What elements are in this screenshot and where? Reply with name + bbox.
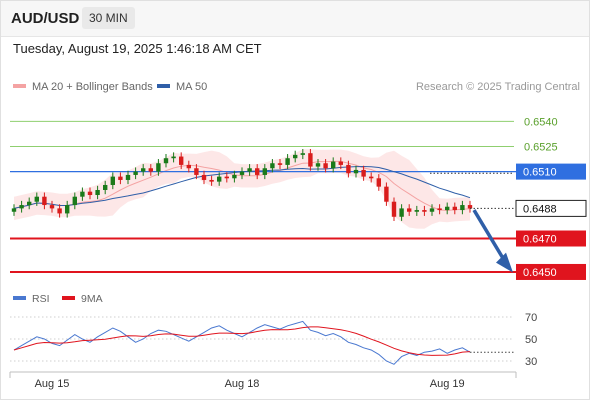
candle-body (194, 168, 199, 175)
candle-body (65, 205, 70, 214)
candle-body (148, 168, 153, 172)
forecast-arrow (472, 209, 507, 263)
candle-body (270, 163, 275, 169)
candle-body (452, 206, 457, 211)
legend-label: MA 50 (176, 81, 207, 93)
level-label: 0.6450 (523, 267, 557, 279)
candle-body (209, 179, 214, 182)
level-label: 0.6525 (524, 142, 558, 154)
level-label: 0.6470 (523, 234, 557, 246)
candle-body (141, 168, 146, 172)
candle-body (27, 201, 32, 206)
candle-body (239, 171, 245, 175)
level-label-box (516, 163, 586, 180)
candle-body (133, 171, 138, 175)
level-label: 0.6540 (524, 116, 558, 128)
header-bar: AUD/USD 30 MIN (0, 0, 590, 37)
candle-body (285, 158, 290, 165)
candle-body (224, 176, 229, 179)
candle-body (11, 208, 17, 212)
rsi-tick-label: 50 (525, 334, 537, 346)
rsi-legend-label: RSI (32, 293, 50, 305)
candle-body (201, 174, 207, 180)
candle-body (414, 210, 419, 212)
current-price-box (515, 199, 587, 217)
candle-body (308, 153, 313, 167)
rsi-tick-label: 70 (525, 312, 537, 324)
level-label-box (516, 263, 586, 280)
candle-body (118, 176, 123, 180)
candle-body (429, 208, 435, 212)
watermark: Research © 2025 Trading Central (416, 81, 580, 93)
candle-body (384, 186, 389, 202)
candle-body (293, 154, 298, 159)
candle-body (247, 168, 252, 172)
candle-body (399, 208, 404, 217)
x-axis-label: Aug 19 (430, 378, 465, 390)
candle-body (34, 196, 39, 202)
candle-body (49, 205, 55, 209)
level-label-box (516, 230, 586, 247)
candle-body (460, 205, 465, 211)
candle-body (103, 184, 108, 190)
candle-body (255, 168, 260, 175)
legend-swatch (13, 84, 26, 88)
candle-body (125, 174, 131, 180)
candle-body (72, 196, 77, 206)
legend-swatch (157, 84, 170, 88)
candle-body (95, 190, 100, 196)
candle-body (369, 176, 374, 179)
candle-body (232, 174, 237, 179)
rsi-ma-line (13, 326, 471, 356)
rsi-line (13, 320, 471, 365)
candle-body (19, 205, 24, 209)
candle-body (338, 161, 343, 165)
candle-body (87, 191, 93, 196)
candle-body (323, 163, 328, 169)
level-label: 0.6510 (523, 167, 557, 179)
candle-body (57, 208, 62, 214)
symbol-label: AUD/USD (11, 10, 80, 27)
candle-body (445, 206, 450, 211)
x-axis-label: Aug 15 (35, 378, 70, 390)
candle-body (467, 205, 473, 209)
candle-body (277, 163, 283, 165)
candle-body (42, 196, 47, 206)
candle-body (376, 178, 381, 187)
candle-body (346, 164, 351, 174)
candle-body (353, 169, 359, 174)
candle-body (179, 156, 184, 165)
candle-body (217, 176, 222, 182)
candle-body (110, 176, 115, 185)
candle-body (186, 164, 191, 169)
candle-body (163, 158, 169, 164)
x-axis-label: Aug 18 (225, 378, 260, 390)
candle-body (315, 163, 321, 167)
candle-body (361, 169, 366, 177)
candle-body (262, 168, 267, 175)
timestamp: Tuesday, August 19, 2025 1:46:18 AM CET (13, 41, 262, 56)
forecast-arrowhead (496, 252, 513, 273)
rsi-legend-swatch (13, 296, 26, 300)
candle-body (80, 191, 85, 197)
timeframe-badge[interactable]: 30 MIN (82, 7, 135, 29)
candle-body (391, 201, 397, 217)
candle-body (422, 210, 427, 212)
current-price-label: 0.6488 (523, 203, 557, 215)
rsi-legend-label: 9MA (81, 293, 103, 305)
candle-body (437, 208, 442, 211)
candle-body (300, 153, 305, 155)
rsi-legend-swatch (62, 296, 75, 300)
rsi-tick-label: 30 (525, 356, 537, 368)
candle-body (171, 156, 176, 159)
candle-body (156, 163, 161, 172)
candle-body (407, 208, 412, 212)
legend-label: MA 20 + Bollinger Bands (32, 81, 153, 93)
candle-body (331, 161, 336, 169)
